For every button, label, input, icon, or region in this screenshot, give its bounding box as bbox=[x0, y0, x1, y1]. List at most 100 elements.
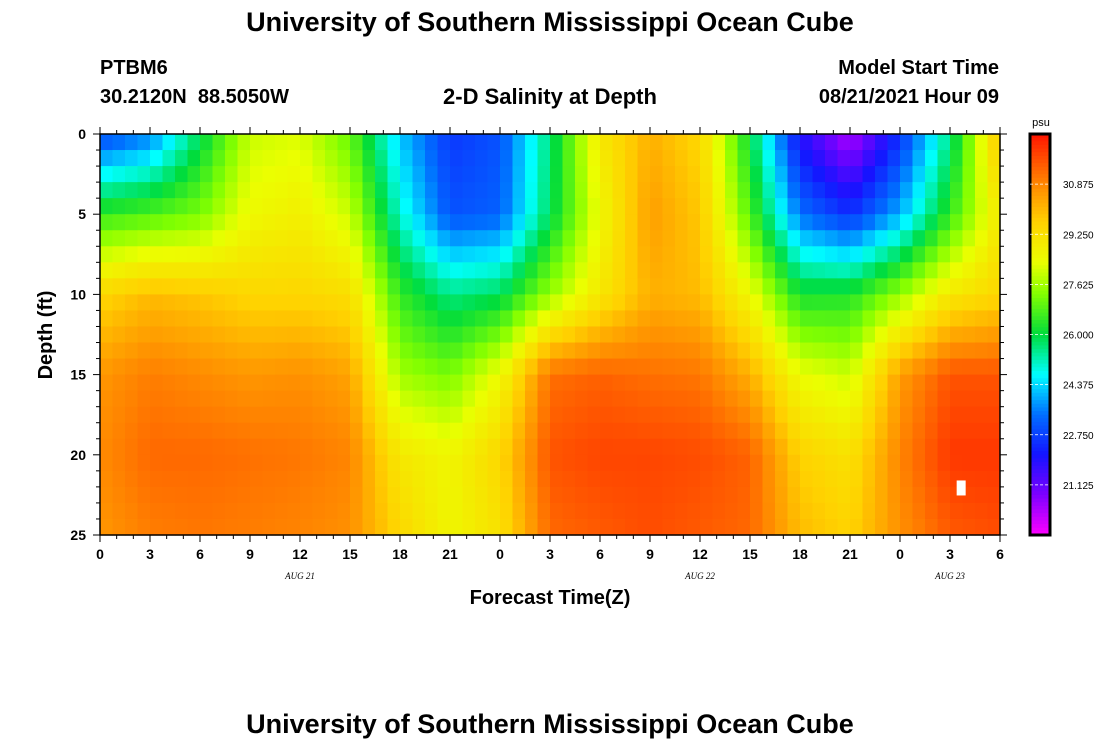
heatmap-cell bbox=[387, 246, 401, 263]
heatmap-cell bbox=[387, 214, 401, 231]
heatmap-cell bbox=[912, 166, 926, 183]
heatmap-cell bbox=[750, 134, 764, 151]
heatmap-cell bbox=[100, 214, 114, 231]
heatmap-cell bbox=[362, 246, 376, 263]
heatmap-cell bbox=[437, 246, 451, 263]
heatmap-cell bbox=[662, 422, 676, 440]
heatmap-cell bbox=[625, 326, 639, 344]
heatmap-cell bbox=[700, 438, 714, 456]
heatmap-cell bbox=[462, 454, 476, 472]
heatmap-cell bbox=[100, 470, 114, 488]
heatmap-cell bbox=[712, 422, 726, 440]
heatmap-cell bbox=[375, 214, 389, 231]
heatmap-cell bbox=[925, 182, 939, 199]
heatmap-cell bbox=[950, 422, 964, 440]
heatmap-cell bbox=[100, 406, 114, 424]
colorbar-swatch bbox=[1030, 166, 1050, 172]
heatmap-cell bbox=[725, 246, 739, 263]
heatmap-cell bbox=[137, 422, 151, 440]
heatmap-cell bbox=[112, 390, 126, 408]
heatmap-cell bbox=[550, 166, 564, 183]
heatmap-cell bbox=[412, 198, 426, 215]
heatmap-cell bbox=[187, 262, 201, 279]
heatmap-cell bbox=[987, 150, 1001, 167]
heatmap-cell bbox=[250, 214, 264, 231]
heatmap-cell bbox=[412, 262, 426, 279]
heatmap-cell bbox=[487, 134, 501, 151]
heatmap-cell bbox=[875, 358, 889, 376]
heatmap-cell bbox=[812, 310, 826, 328]
heatmap-cell bbox=[812, 486, 826, 504]
heatmap-cell bbox=[275, 326, 289, 344]
heatmap-cell bbox=[737, 438, 751, 456]
heatmap-cell bbox=[212, 310, 226, 328]
heatmap-cell bbox=[575, 262, 589, 279]
heatmap-cell bbox=[350, 454, 364, 472]
heatmap-cell bbox=[550, 374, 564, 392]
heatmap-cell bbox=[625, 150, 639, 167]
heatmap-cell bbox=[662, 278, 676, 295]
heatmap-cell bbox=[750, 406, 764, 424]
heatmap-cell bbox=[612, 438, 626, 456]
heatmap-cell bbox=[175, 230, 189, 247]
heatmap-cell bbox=[450, 390, 464, 408]
heatmap-cell bbox=[487, 198, 501, 215]
heatmap-cell bbox=[937, 374, 951, 392]
heatmap-cell bbox=[737, 470, 751, 488]
heatmap-cell bbox=[562, 406, 576, 424]
heatmap-cell bbox=[950, 166, 964, 183]
heatmap-cell bbox=[137, 518, 151, 536]
heatmap-cell bbox=[500, 182, 514, 199]
heatmap-cell bbox=[412, 374, 426, 392]
heatmap-cell bbox=[925, 262, 939, 279]
heatmap-cell bbox=[450, 358, 464, 376]
heatmap-cell bbox=[162, 230, 176, 247]
heatmap-cell bbox=[700, 182, 714, 199]
heatmap-cell bbox=[200, 422, 214, 440]
heatmap-cell bbox=[300, 502, 314, 520]
heatmap-cell bbox=[425, 358, 439, 376]
heatmap-cell bbox=[137, 454, 151, 472]
heatmap-cell bbox=[775, 342, 789, 360]
heatmap-cell bbox=[212, 262, 226, 279]
heatmap-cell bbox=[425, 134, 439, 151]
heatmap-cell bbox=[150, 246, 164, 263]
heatmap-cell bbox=[737, 310, 751, 328]
heatmap-cell bbox=[562, 454, 576, 472]
heatmap-cell bbox=[612, 134, 626, 151]
heatmap-cell bbox=[387, 294, 401, 312]
heatmap-cell bbox=[462, 518, 476, 536]
heatmap-cell bbox=[837, 422, 851, 440]
colorbar-swatch bbox=[1030, 418, 1050, 423]
heatmap-cell bbox=[850, 502, 864, 520]
heatmap-cell bbox=[925, 422, 939, 440]
heatmap-cell bbox=[912, 518, 926, 536]
heatmap-cell bbox=[450, 342, 464, 360]
heatmap-cell bbox=[175, 166, 189, 183]
colorbar-swatch bbox=[1030, 443, 1050, 449]
heatmap-cell bbox=[250, 326, 264, 344]
heatmap-cell bbox=[475, 182, 489, 199]
heatmap-cell bbox=[900, 310, 914, 328]
heatmap-cell bbox=[825, 214, 839, 231]
heatmap-cell bbox=[475, 198, 489, 215]
heatmap-cell bbox=[962, 422, 976, 440]
heatmap-cell bbox=[362, 310, 376, 328]
heatmap-cell bbox=[837, 518, 851, 536]
heatmap-cell bbox=[125, 438, 139, 456]
heatmap-cell bbox=[800, 214, 814, 231]
heatmap-cell bbox=[387, 390, 401, 408]
colorbar-swatch bbox=[1030, 509, 1050, 514]
heatmap-cell bbox=[487, 358, 501, 376]
heatmap-cell bbox=[625, 134, 639, 151]
heatmap-cell bbox=[375, 262, 389, 279]
heatmap-cell bbox=[350, 134, 364, 151]
heatmap-cell bbox=[712, 278, 726, 295]
heatmap-cell bbox=[262, 470, 276, 488]
heatmap-cell bbox=[462, 502, 476, 520]
heatmap-cell bbox=[262, 486, 276, 504]
heatmap-cell bbox=[850, 230, 864, 247]
colorbar-swatch bbox=[1030, 381, 1050, 387]
heatmap-cell bbox=[337, 182, 351, 199]
heatmap-cell bbox=[787, 470, 801, 488]
